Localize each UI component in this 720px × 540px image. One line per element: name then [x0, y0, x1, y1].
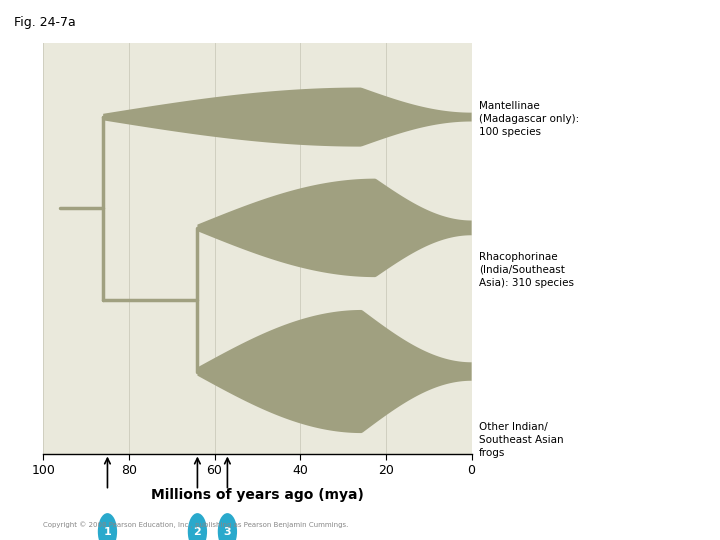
Ellipse shape [217, 513, 237, 540]
Ellipse shape [98, 513, 117, 540]
Polygon shape [197, 179, 472, 277]
Text: Fig. 24-7a: Fig. 24-7a [14, 16, 76, 29]
Text: Rhacophorinae
(India/Southeast
Asia): 310 species: Rhacophorinae (India/Southeast Asia): 31… [479, 252, 574, 288]
Text: Other Indian/
Southeast Asian
frogs: Other Indian/ Southeast Asian frogs [479, 422, 564, 458]
Text: 2: 2 [194, 526, 202, 537]
Text: 1: 1 [104, 526, 112, 537]
Text: Mantellinae
(Madagascar only):
100 species: Mantellinae (Madagascar only): 100 speci… [479, 100, 579, 137]
Text: 3: 3 [224, 526, 231, 537]
Polygon shape [197, 310, 472, 433]
Ellipse shape [188, 513, 207, 540]
Text: Copyright © 2008 Pearson Education, Inc., publishing as Pearson Benjamin Cumming: Copyright © 2008 Pearson Education, Inc.… [43, 521, 348, 528]
X-axis label: Millions of years ago (mya): Millions of years ago (mya) [151, 488, 364, 502]
Polygon shape [103, 87, 472, 147]
